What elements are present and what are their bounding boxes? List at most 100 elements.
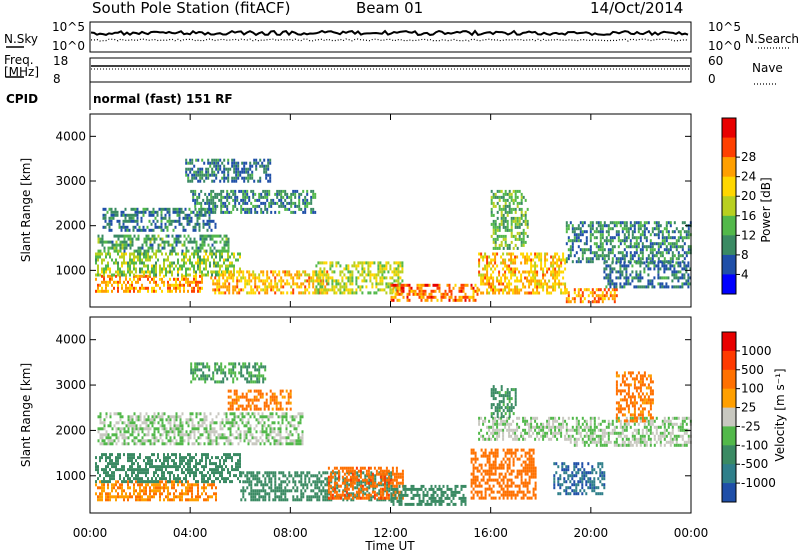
echo-band <box>185 158 272 183</box>
colorbar-tick-label: -25 <box>741 419 761 433</box>
power-panel: 1000 2000 3000 4000 <box>55 113 692 308</box>
nsearch-label: N.Search <box>745 32 799 46</box>
freq-strip <box>6 57 692 83</box>
echo-band <box>210 270 329 295</box>
colorbar-segment <box>722 176 736 197</box>
colorbar-segment <box>722 464 736 484</box>
echo-band <box>315 261 404 295</box>
time-tick-label: 12:00 <box>373 526 408 540</box>
colorbar-segment <box>722 332 736 352</box>
y-tick-label: 4000 <box>55 129 86 143</box>
echo-band <box>190 362 267 384</box>
velocity-yticks: 1000 2000 3000 4000 <box>55 317 692 513</box>
time-tick-label: 20:00 <box>574 526 609 540</box>
date-label: 14/Oct/2014 <box>590 0 683 17</box>
velocity-panel: 1000 2000 3000 4000 <box>55 316 692 514</box>
colorbar-tick-label: 500 <box>741 363 764 377</box>
velocity-echoes <box>95 362 692 506</box>
y-tick-label: 4000 <box>55 333 86 347</box>
echo-band <box>553 462 606 496</box>
colorbar-segment <box>722 157 736 178</box>
freq-label-1: Freq. <box>4 53 34 67</box>
colorbar-tick-label: 24 <box>741 170 756 184</box>
echo-band <box>603 261 692 289</box>
colorbar-tick-label: 4 <box>741 267 749 281</box>
echo-band <box>95 453 241 484</box>
nave-tick-low: 0 <box>708 72 716 86</box>
colorbar-segment <box>722 235 736 256</box>
colorbar-tick-label: 1000 <box>741 344 772 358</box>
power-yticks: 1000 2000 3000 4000 <box>55 114 692 307</box>
colorbar-segment <box>722 388 736 409</box>
echo-band <box>390 484 467 506</box>
colorbar-segment <box>722 483 736 503</box>
colorbar-tick-label: -500 <box>741 457 768 471</box>
echo-band <box>565 221 692 264</box>
beam-label: Beam 01 <box>356 0 423 17</box>
noise-tick-high-right: 10^5 <box>708 20 741 34</box>
echo-band <box>97 412 304 446</box>
colorbar-segment <box>722 215 736 236</box>
colorbar-segment <box>722 274 736 295</box>
time-axis: 00:00 04:00 08:00 12:00 16:00 20:00 00:00 <box>73 526 709 540</box>
velocity-colorbar: 1000 500 100 25 -25 -100 -500 -1000 <box>721 331 776 503</box>
colorbar-segment <box>722 407 736 427</box>
echo-band <box>490 385 517 419</box>
y-tick-label: 2000 <box>55 219 86 233</box>
time-tick-label: 16:00 <box>473 526 508 540</box>
power-colorbar-label: Power [dB] <box>759 177 773 242</box>
colorbar-tick-label: 25 <box>741 401 756 415</box>
time-axis-label: Time UT <box>364 539 415 553</box>
power-echoes <box>95 158 692 304</box>
nave-label: Nave <box>752 61 783 75</box>
colorbar-tick-label: -1000 <box>741 476 776 490</box>
y-tick-label: 3000 <box>55 378 86 392</box>
echo-band <box>190 189 317 214</box>
colorbar-tick-label: 20 <box>741 189 756 203</box>
echo-band <box>390 283 479 302</box>
colorbar-tick-label: 12 <box>741 228 756 242</box>
power-colorbar: 4 8 12 16 20 24 28 <box>721 117 756 295</box>
cpid-label: CPID <box>6 92 38 106</box>
velocity-colorbar-label: Velocity [m s⁻¹] <box>773 368 787 461</box>
freq-tick-high: 18 <box>53 54 68 68</box>
colorbar-segment <box>722 445 736 465</box>
echo-band <box>478 252 567 295</box>
echo-band <box>615 371 654 423</box>
freq-label-2: [MHz] <box>4 65 39 79</box>
time-tick-label: 00:00 <box>73 526 108 540</box>
echo-band <box>565 288 618 304</box>
echo-band <box>95 274 203 293</box>
colorbar-frame <box>721 117 737 295</box>
echo-band <box>102 207 217 232</box>
echo-band <box>490 189 529 250</box>
figure-title: South Pole Station (fitACF) <box>92 0 290 17</box>
nave-tick-high: 60 <box>708 54 723 68</box>
echo-band <box>470 448 537 500</box>
colorbar-segment <box>722 369 736 390</box>
cpid-text: normal (fast) 151 RF <box>93 92 233 106</box>
velocity-ylabel: Slant Range [km] <box>19 363 33 467</box>
noise-strip <box>6 21 692 53</box>
colorbar-tick-label: 8 <box>741 248 749 262</box>
noise-tick-low-right: 10^0 <box>708 39 741 53</box>
colorbar-segment <box>722 196 736 217</box>
colorbar-segment <box>722 426 736 446</box>
y-tick-label: 1000 <box>55 263 86 277</box>
colorbar-segment <box>722 118 736 139</box>
colorbar-segment <box>722 350 736 371</box>
nsky-label: N.Sky <box>4 32 38 46</box>
noise-tick-high-left: 10^5 <box>52 20 85 34</box>
y-tick-label: 2000 <box>55 423 86 437</box>
colorbar-tick-label: 28 <box>741 150 756 164</box>
echo-band <box>95 480 217 502</box>
echo-band <box>97 234 230 253</box>
freq-tick-low: 8 <box>53 72 61 86</box>
colorbar-tick-label: 16 <box>741 209 756 223</box>
power-ylabel: Slant Range [km] <box>19 158 33 262</box>
time-tick-label: 08:00 <box>273 526 308 540</box>
time-tick-label: 00:00 <box>674 526 709 540</box>
colorbar-segment <box>722 137 736 158</box>
colorbar-tick-label: 100 <box>741 382 764 396</box>
